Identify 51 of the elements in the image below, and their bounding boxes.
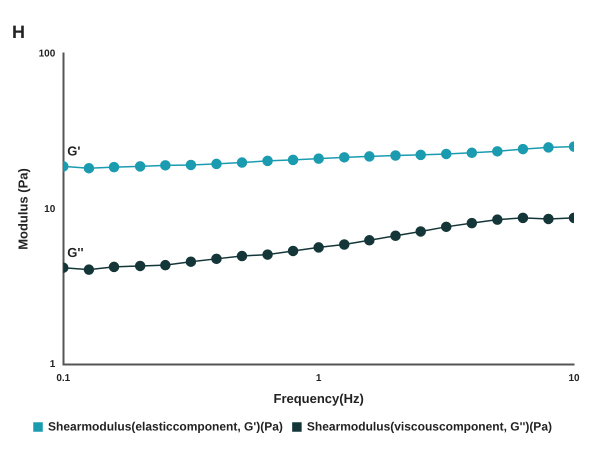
y-tick-label: 100 — [38, 48, 56, 60]
y-tick-label: 10 — [44, 204, 56, 215]
point — [84, 264, 94, 275]
point — [339, 239, 350, 250]
point — [466, 218, 478, 228]
point — [466, 148, 478, 158]
point — [262, 156, 273, 166]
point — [543, 214, 554, 224]
point — [186, 160, 196, 170]
point — [134, 260, 146, 272]
point — [160, 260, 171, 270]
point — [186, 256, 196, 267]
chart-title: H — [12, 22, 25, 42]
point — [518, 144, 528, 154]
point — [84, 162, 94, 174]
x-tick-label: 10 — [568, 373, 580, 384]
x-axis-title: Frequency(Hz) — [273, 390, 364, 406]
point — [108, 162, 120, 172]
point — [440, 148, 452, 160]
point — [236, 157, 248, 168]
legend-label: Shearmodulus(elasticcomponent, G')(Pa) — [48, 419, 283, 434]
point — [288, 246, 298, 256]
point — [288, 154, 298, 166]
point — [160, 160, 171, 171]
point — [236, 250, 248, 262]
point — [390, 150, 401, 161]
point — [440, 222, 452, 232]
point — [313, 153, 324, 164]
point — [262, 249, 273, 260]
y-tick-label: 1 — [50, 359, 56, 370]
point — [211, 158, 222, 170]
point — [415, 150, 426, 160]
y-axis-title: Modulus (Pa) — [15, 168, 30, 250]
point — [492, 214, 503, 225]
legend-label: Shearmodulus(viscouscomponent, G'')(Pa) — [306, 419, 552, 434]
point — [364, 235, 375, 246]
point — [313, 242, 324, 253]
point — [518, 212, 528, 224]
point — [134, 161, 146, 172]
point — [364, 151, 375, 162]
point — [339, 152, 350, 163]
annotation: G' — [67, 143, 80, 158]
annotation: G'' — [67, 244, 84, 260]
point — [492, 146, 503, 157]
point — [415, 226, 426, 237]
x-tick-label: 0.1 — [56, 373, 71, 384]
point — [108, 262, 120, 272]
point — [211, 254, 222, 264]
x-tick-label: 1 — [316, 373, 322, 384]
point — [390, 230, 401, 241]
point — [543, 142, 554, 153]
